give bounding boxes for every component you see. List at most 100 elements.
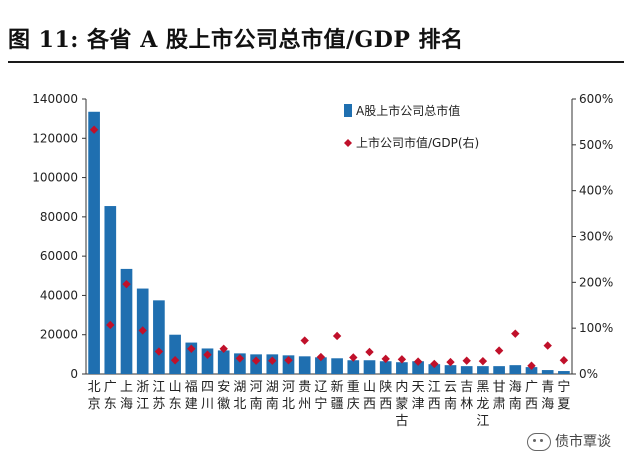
left-tick-label: 0: [70, 367, 78, 381]
x-tick-label: 河南: [250, 380, 263, 412]
x-tick-label: 广东: [104, 380, 117, 412]
bar: [396, 362, 408, 374]
x-tick-label: 湖北: [233, 380, 246, 412]
x-tick-label: 陕西: [379, 380, 392, 412]
ratio-marker: [381, 354, 390, 364]
watermark: 债市覃谈: [527, 431, 611, 451]
ratio-marker: [543, 341, 552, 350]
x-tick-label: 浙江: [136, 380, 149, 412]
x-tick-label: 内蒙古: [395, 379, 408, 429]
ratio-marker: [268, 356, 277, 365]
x-tick-label: 福建: [185, 380, 198, 412]
x-tick-label: 黑龙江: [476, 380, 489, 429]
bar: [428, 364, 441, 374]
bar: [347, 360, 360, 374]
legend-swatch-bar: [344, 104, 352, 117]
bar: [412, 361, 424, 374]
ratio-marker: [122, 279, 131, 289]
x-tick-label: 甘肃: [493, 380, 506, 412]
right-tick-label: 200%: [579, 275, 613, 289]
x-tick-label: 贵州: [298, 380, 311, 412]
x-tick-label: 辽宁: [314, 380, 327, 412]
bar: [120, 268, 133, 374]
right-tick-label: 300%: [579, 230, 613, 244]
bar: [169, 334, 181, 374]
x-tick-label: 上海: [120, 380, 133, 412]
bar: [493, 366, 505, 374]
legend-label-bar: A股上市公司总市值: [356, 103, 460, 118]
right-tick-label: 400%: [579, 184, 613, 198]
bar: [104, 206, 117, 374]
ratio-marker: [511, 329, 520, 338]
x-tick-label: 吉林: [460, 380, 473, 412]
ratio-marker: [397, 355, 407, 364]
ratio-marker: [300, 336, 309, 345]
x-tick-label: 宁夏: [557, 379, 570, 412]
x-tick-label: 云南: [444, 380, 457, 412]
x-tick-label: 安徽: [217, 380, 230, 412]
bar: [201, 348, 214, 374]
x-tick-label: 山西: [363, 380, 376, 412]
bar: [541, 370, 554, 374]
ratio-marker: [154, 347, 164, 356]
right-tick-label: 600%: [579, 92, 613, 106]
ratio-marker: [462, 356, 471, 365]
bar: [282, 355, 295, 374]
bar: [379, 361, 392, 374]
ratio-marker: [138, 326, 147, 335]
right-tick-label: 100%: [579, 321, 613, 335]
x-tick-label: 河北: [282, 380, 295, 412]
ratio-marker: [478, 356, 488, 366]
legend-label-marker: 上市公司市值/GDP(右): [356, 135, 479, 150]
ratio-marker: [203, 350, 212, 359]
left-tick-label: 20000: [40, 328, 78, 342]
bar: [185, 342, 198, 374]
legend-swatch-marker: [344, 139, 352, 147]
watermark-text: 债市覃谈: [555, 434, 611, 450]
ratio-marker: [316, 352, 326, 362]
bar: [153, 300, 165, 374]
ratio-marker: [430, 359, 439, 369]
x-tick-label: 海南: [509, 380, 522, 412]
bar: [444, 365, 457, 374]
x-tick-label: 北京: [88, 380, 101, 412]
bar: [234, 353, 246, 374]
ratio-marker: [365, 347, 374, 357]
bar: [88, 111, 100, 375]
x-tick-label: 天津: [412, 380, 425, 412]
x-tick-label: 新疆: [331, 379, 344, 412]
ratio-marker: [106, 320, 115, 330]
x-tick-label: 广西: [525, 380, 538, 412]
bar: [331, 358, 343, 374]
x-tick-label: 山东: [169, 380, 182, 412]
ratio-marker: [413, 357, 423, 366]
ratio-marker: [89, 125, 99, 134]
ratio-marker: [559, 356, 569, 365]
x-tick-label: 湖南: [266, 380, 279, 412]
ratio-marker: [527, 361, 536, 370]
right-tick-label: 500%: [579, 138, 613, 152]
left-tick-label: 40000: [40, 288, 78, 302]
bar: [558, 371, 570, 374]
ratio-marker: [251, 356, 261, 365]
x-tick-label: 江西: [428, 380, 441, 412]
ratio-marker: [284, 356, 293, 365]
x-tick-label: 青海: [541, 380, 554, 412]
bar: [217, 350, 230, 374]
left-tick-label: 80000: [40, 210, 78, 224]
ratio-marker: [332, 331, 342, 341]
ratio-marker: [494, 346, 504, 355]
bar: [363, 360, 376, 374]
ratio-marker: [170, 356, 180, 365]
ratio-marker: [219, 344, 228, 353]
bar: [509, 365, 522, 374]
ratio-marker: [349, 353, 358, 362]
bar: [460, 366, 473, 374]
bar: [477, 366, 489, 374]
ratio-marker: [446, 357, 455, 367]
chart-title: 图 11: 各省 A 股上市公司总市值/GDP 排名: [8, 27, 464, 53]
bar: [525, 367, 538, 374]
left-tick-label: 60000: [40, 249, 78, 263]
bar: [315, 357, 327, 374]
